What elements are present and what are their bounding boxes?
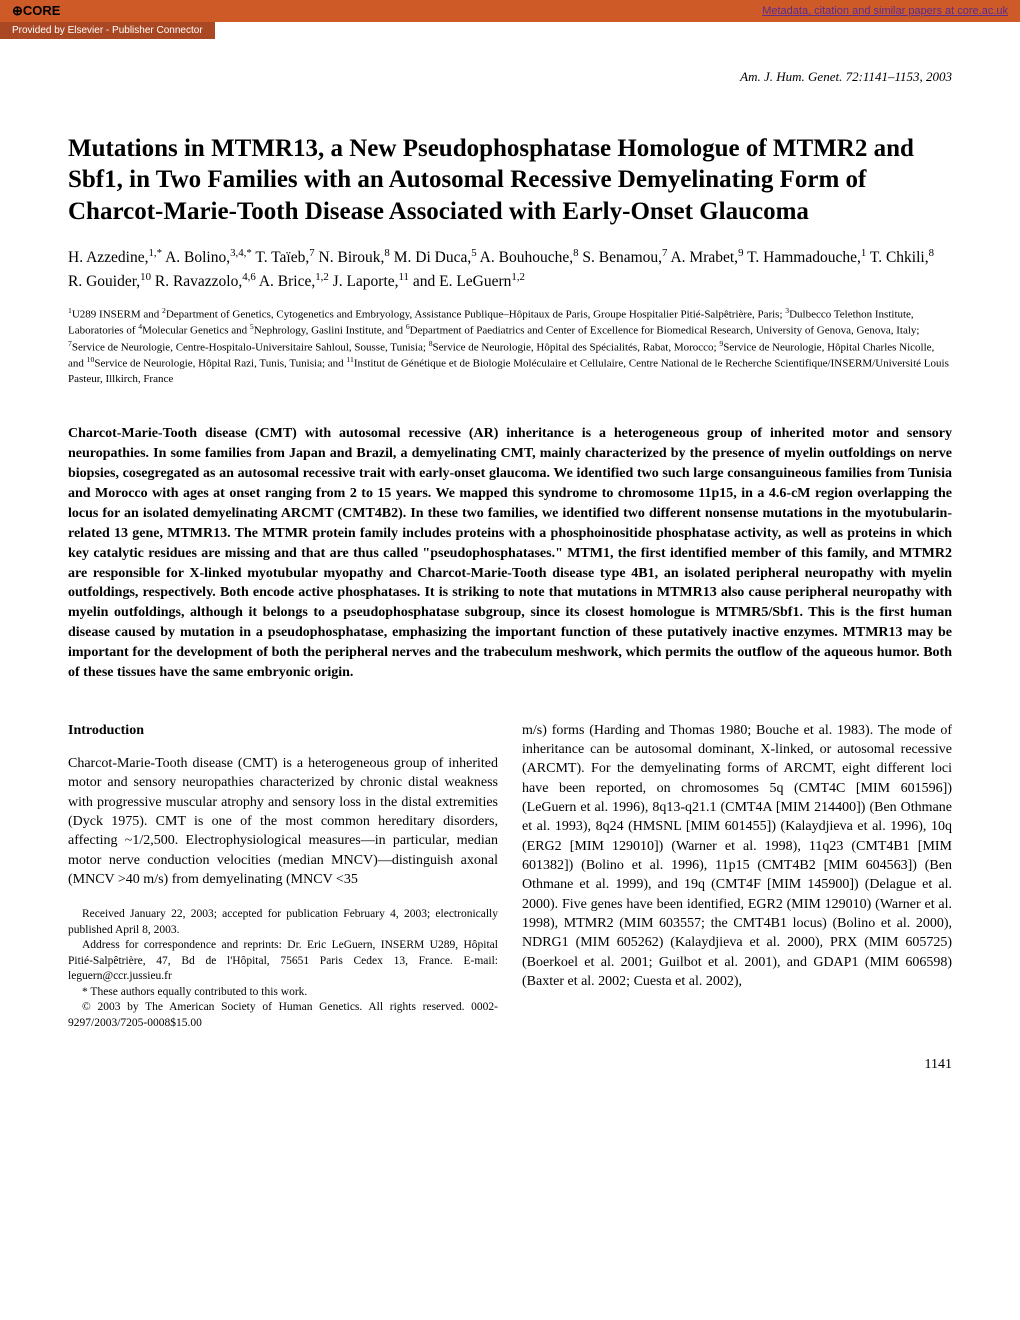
page-number: 1141 — [68, 1057, 952, 1073]
core-banner: ⊕CORE Metadata, citation and similar pap… — [0, 0, 1020, 22]
left-column: Introduction Charcot-Marie-Tooth disease… — [68, 721, 498, 1032]
footnotes: Received January 22, 2003; accepted for … — [68, 907, 498, 1031]
page-content: Am. J. Hum. Genet. 72:1141–1153, 2003 Mu… — [0, 39, 1020, 1113]
footnote-copyright: © 2003 by The American Society of Human … — [68, 1000, 498, 1031]
intro-para-right: m/s) forms (Harding and Thomas 1980; Bou… — [522, 721, 952, 991]
abstract: Charcot-Marie-Tooth disease (CMT) with a… — [68, 424, 952, 682]
intro-para-left: Charcot-Marie-Tooth disease (CMT) is a h… — [68, 754, 498, 889]
introduction-heading: Introduction — [68, 721, 498, 740]
core-provided-by: Provided by Elsevier - Publisher Connect… — [0, 22, 215, 39]
right-column: m/s) forms (Harding and Thomas 1980; Bou… — [522, 721, 952, 1032]
article-title: Mutations in MTMR13, a New Pseudophospha… — [68, 133, 952, 227]
footnote-address: Address for correspondence and reprints:… — [68, 938, 498, 985]
affiliations: 1U289 INSERM and 2Department of Genetics… — [68, 306, 952, 387]
author-list: H. Azzedine,1,* A. Bolino,3,4,* T. Taïeb… — [68, 245, 952, 294]
core-logo: ⊕CORE — [12, 3, 60, 19]
core-logo-text: CORE — [23, 3, 61, 18]
footnote-received: Received January 22, 2003; accepted for … — [68, 907, 498, 938]
core-metadata-link[interactable]: Metadata, citation and similar papers at… — [762, 5, 1008, 17]
core-logo-icon: ⊕ — [12, 3, 23, 18]
journal-citation: Am. J. Hum. Genet. 72:1141–1153, 2003 — [68, 69, 952, 85]
footnote-equal: * These authors equally contributed to t… — [68, 985, 498, 1001]
body-columns: Introduction Charcot-Marie-Tooth disease… — [68, 721, 952, 1032]
